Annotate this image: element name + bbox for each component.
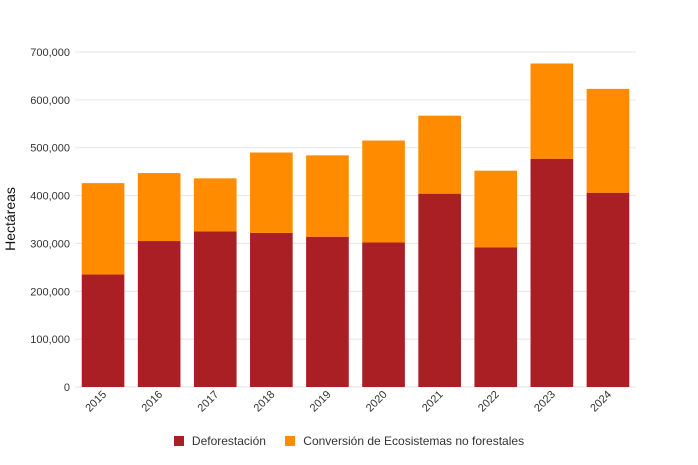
x-tick-label-2020: 2020 (364, 389, 390, 415)
bar-deforestacion-2023[interactable] (530, 158, 574, 387)
bar-deforestacion-2016[interactable] (137, 241, 181, 387)
bar-deforestacion-2018[interactable] (250, 232, 293, 387)
bar-deforestacion-2024[interactable] (586, 192, 630, 387)
y-tick-label: 0 (64, 382, 70, 394)
legend-swatch-deforestacion (173, 436, 184, 446)
y-axis-ticks: 0 100,000 200,000 300,000 400,000 500,000 600,… (30, 47, 70, 394)
x-tick-label-2016: 2016 (139, 389, 165, 415)
x-tick-label-2023: 2023 (532, 389, 558, 415)
bar-conversion-2017[interactable] (193, 178, 237, 232)
x-axis-ticks: 2015 2016 2017 2018 2019 2020 2021 2022 2023 2024 (83, 389, 614, 415)
legend-label-deforestacion: Deforestación (191, 434, 266, 448)
y-tick-label: 500,000 (30, 143, 70, 155)
bar-conversion-2022[interactable] (474, 170, 518, 248)
bar-conversion-2015[interactable] (81, 183, 125, 275)
legend-label-conversion: Conversión de Ecosistemas no forestales (303, 434, 525, 448)
bar-conversion-2016[interactable] (137, 173, 181, 242)
bar-conversion-2021[interactable] (418, 115, 461, 194)
bar-deforestacion-2015[interactable] (81, 274, 125, 387)
bar-conversion-2018[interactable] (250, 152, 293, 233)
x-tick-label-2024: 2024 (588, 389, 614, 415)
bar-deforestacion-2021[interactable] (418, 193, 461, 387)
x-tick-label-2018: 2018 (252, 389, 278, 415)
legend-item-deforestacion[interactable]: Deforestación (173, 434, 266, 448)
bar-deforestacion-2019[interactable] (306, 236, 349, 387)
x-tick-label-2019: 2019 (308, 389, 334, 415)
bar-deforestacion-2022[interactable] (474, 247, 518, 387)
y-tick-label: 700,000 (30, 47, 70, 59)
y-tick-label: 200,000 (30, 286, 70, 298)
x-tick-label-2017: 2017 (196, 389, 222, 415)
legend-swatch-conversion (285, 436, 296, 446)
y-axis-title: Hectáreas (2, 187, 18, 251)
x-tick-label-2015: 2015 (83, 389, 109, 415)
legend: Deforestación Conversión de Ecosistemas … (0, 434, 698, 449)
bar-conversion-2020[interactable] (362, 140, 405, 243)
bar-deforestacion-2020[interactable] (362, 242, 405, 387)
bar-conversion-2019[interactable] (306, 155, 349, 237)
x-tick-label-2021: 2021 (420, 389, 446, 415)
y-tick-label: 600,000 (30, 95, 70, 107)
bar-deforestacion-2017[interactable] (193, 231, 237, 387)
y-tick-label: 100,000 (30, 334, 70, 346)
y-tick-label: 400,000 (30, 191, 70, 203)
bars (81, 63, 630, 387)
y-tick-label: 300,000 (30, 238, 70, 250)
bar-conversion-2023[interactable] (530, 63, 574, 159)
bar-conversion-2024[interactable] (586, 88, 630, 193)
x-tick-label-2022: 2022 (476, 389, 502, 415)
legend-item-conversion[interactable]: Conversión de Ecosistemas no forestales (285, 434, 524, 448)
